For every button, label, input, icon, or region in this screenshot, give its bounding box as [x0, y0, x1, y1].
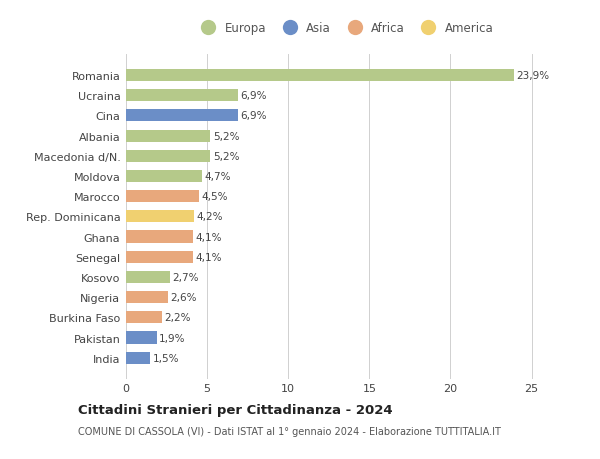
Text: 2,2%: 2,2%: [164, 313, 191, 323]
Bar: [126, 151, 211, 162]
Text: 4,2%: 4,2%: [197, 212, 223, 222]
Text: 5,2%: 5,2%: [213, 131, 239, 141]
Text: 5,2%: 5,2%: [213, 151, 239, 162]
Text: 2,7%: 2,7%: [172, 272, 199, 282]
Bar: [126, 271, 170, 283]
Bar: [126, 291, 168, 303]
Text: 4,5%: 4,5%: [202, 192, 228, 202]
Text: 4,7%: 4,7%: [205, 172, 231, 182]
Bar: [126, 332, 157, 344]
Legend: Europa, Asia, Africa, America: Europa, Asia, Africa, America: [196, 22, 494, 35]
Text: 6,9%: 6,9%: [241, 111, 267, 121]
Bar: [126, 231, 193, 243]
Bar: [126, 211, 194, 223]
Text: 23,9%: 23,9%: [516, 71, 549, 81]
Bar: [126, 70, 514, 82]
Text: 6,9%: 6,9%: [241, 91, 267, 101]
Bar: [126, 312, 161, 324]
Bar: [126, 110, 238, 122]
Text: 1,5%: 1,5%: [153, 353, 179, 363]
Text: 2,6%: 2,6%: [170, 292, 197, 302]
Text: 4,1%: 4,1%: [195, 252, 221, 262]
Bar: [126, 90, 238, 102]
Bar: [126, 352, 151, 364]
Text: 1,9%: 1,9%: [159, 333, 186, 343]
Bar: [126, 130, 211, 142]
Bar: [126, 171, 202, 183]
Text: 4,1%: 4,1%: [195, 232, 221, 242]
Text: COMUNE DI CASSOLA (VI) - Dati ISTAT al 1° gennaio 2024 - Elaborazione TUTTITALIA: COMUNE DI CASSOLA (VI) - Dati ISTAT al 1…: [78, 426, 501, 436]
Bar: [126, 190, 199, 203]
Text: Cittadini Stranieri per Cittadinanza - 2024: Cittadini Stranieri per Cittadinanza - 2…: [78, 403, 392, 416]
Bar: [126, 251, 193, 263]
